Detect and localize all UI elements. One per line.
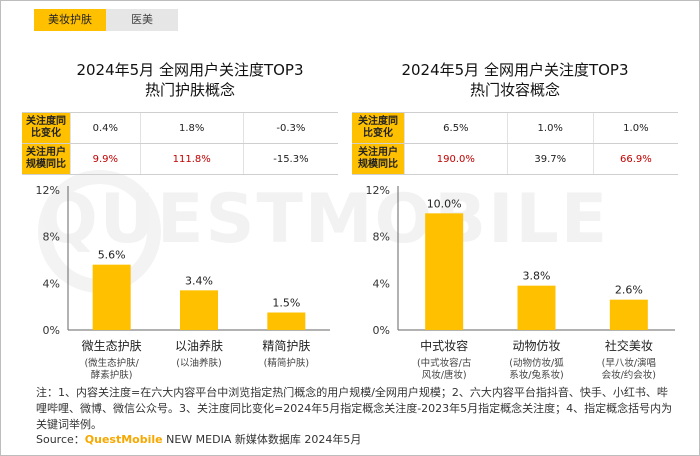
kpi-cell: 39.7% [506, 143, 594, 175]
category-sublabel: (微生态护肤/酵素护肤) [84, 357, 139, 381]
bar [425, 213, 464, 330]
source-prefix: Source： [36, 433, 85, 446]
y-tick-label: 4% [373, 277, 390, 290]
left-kpi-row-attention-change: 关注度同比变化 0.4% 1.8% -0.3% [22, 112, 338, 144]
right-kpi-row-user-scale: 关注用户规模同比 190.0% 39.7% 66.9% [352, 143, 678, 175]
data-label: 10.0% [427, 197, 462, 210]
left-kpi-row-user-scale: 关注用户规模同比 9.9% 111.8% -15.3% [22, 143, 338, 175]
y-tick-label: 8% [43, 231, 60, 244]
bar [92, 264, 131, 330]
category-label: 中式妆容 [420, 338, 468, 353]
category-label: 微生态护肤 [82, 338, 142, 353]
left-panel-title: 2024年5月 全网用户关注度TOP3 热门护肤概念 [40, 60, 340, 100]
y-tick-label: 0% [373, 324, 390, 337]
kpi-cell: 1.0% [506, 112, 594, 144]
right-kpi-table: 关注度同比变化 6.5% 1.0% 1.0% 关注用户规模同比 190.0% 3… [352, 112, 678, 175]
bar [517, 285, 556, 330]
footnote: 注：1、内容关注度=在六大内容平台中浏览指定热门概念的用户规模/全网用户规模；2… [36, 386, 673, 431]
bar [180, 290, 218, 330]
y-tick-label: 0% [43, 324, 60, 337]
kpi-cell: 6.5% [404, 112, 508, 144]
data-label: 1.5% [272, 297, 300, 310]
y-tick-label: 4% [43, 277, 60, 290]
right-bar-chart: 0% 4% 8% 12% 10.0% 中式妆容 (中式妆容/古风妆/唐妆) 3.8% 动物仿妆 (… [366, 184, 675, 381]
data-label: 3.4% [185, 274, 213, 287]
bar [609, 299, 648, 330]
category-sublabel: (以油养肤) [176, 357, 221, 369]
kpi-cell: 1.8% [139, 112, 244, 144]
category-label: 精简护肤 [262, 338, 310, 353]
category-sublabel: (动物仿妆/狐系妆/兔系妆) [509, 357, 564, 381]
kpi-cell: -15.3% [242, 143, 338, 175]
source-brand: QuestMobile [84, 433, 163, 446]
category-tabs: 美妆护肤 医美 [34, 9, 178, 31]
data-label: 3.8% [523, 270, 551, 283]
right-kpi-row-attention-change: 关注度同比变化 6.5% 1.0% 1.0% [352, 112, 678, 144]
category-label: 社交美妆 [605, 338, 653, 353]
category-label: 以油养肤 [175, 338, 223, 353]
data-label: 2.6% [615, 284, 643, 297]
tab-medical-aesthetics[interactable]: 医美 [106, 9, 178, 31]
kpi-cell: 190.0% [404, 143, 508, 175]
y-tick-label: 12% [36, 184, 60, 197]
kpi-cell: 9.9% [70, 143, 141, 175]
source-rest: NEW MEDIA 新媒体数据库 2024年5月 [162, 433, 362, 446]
kpi-cell: -0.3% [242, 112, 338, 144]
category-sublabel: (中式妆容/古风妆/唐妆) [417, 357, 472, 381]
left-title-line1: 2024年5月 全网用户关注度TOP3 [76, 61, 304, 79]
category-label: 动物仿妆 [512, 339, 560, 353]
left-bar-chart: 0% 4% 8% 12% 5.6% 微生态护肤 (微生态护肤/酵素护肤) 3.4% 以油养肤 (以… [36, 184, 330, 381]
kpi-row-label: 关注用户规模同比 [352, 143, 405, 175]
kpi-row-label: 关注用户规模同比 [22, 143, 71, 175]
kpi-cell: 111.8% [139, 143, 244, 175]
right-title-line2: 热门妆容概念 [469, 81, 560, 99]
category-sublabel: (精简护肤) [264, 357, 309, 369]
right-panel-title: 2024年5月 全网用户关注度TOP3 热门妆容概念 [360, 60, 670, 100]
data-label: 5.6% [98, 249, 126, 262]
watermark: QUESTMOBILE [40, 180, 610, 259]
kpi-cell: 1.0% [592, 112, 678, 144]
y-tick-label: 8% [373, 231, 390, 244]
category-sublabel: (早八妆/演唱会妆/约会妆) [602, 357, 656, 381]
kpi-cell: 66.9% [592, 143, 678, 175]
right-title-line1: 2024年5月 全网用户关注度TOP3 [401, 61, 629, 79]
left-kpi-table: 关注度同比变化 0.4% 1.8% -0.3% 关注用户规模同比 9.9% 11… [22, 112, 338, 175]
kpi-row-label: 关注度同比变化 [352, 112, 405, 144]
y-tick-label: 12% [366, 184, 390, 197]
bar [267, 312, 306, 330]
source-line: Source：QuestMobile NEW MEDIA 新媒体数据库 2024… [36, 431, 361, 447]
left-title-line2: 热门护肤概念 [144, 81, 235, 99]
tab-beauty-skincare[interactable]: 美妆护肤 [34, 9, 106, 31]
